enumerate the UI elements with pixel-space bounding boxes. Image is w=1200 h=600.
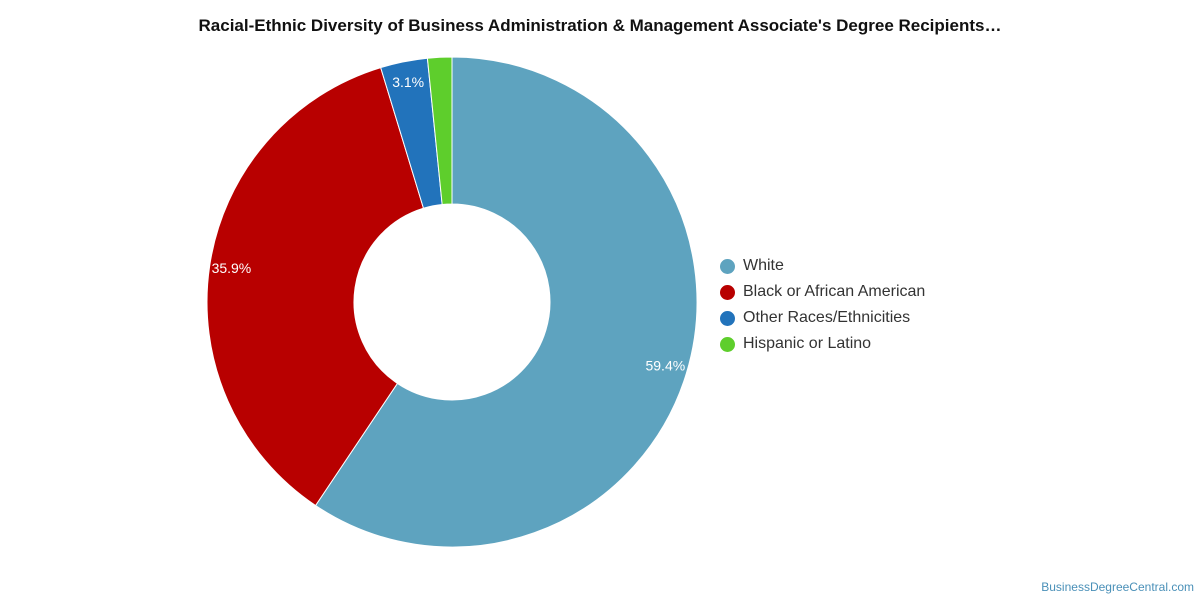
legend-label-black: Black or African American [743, 283, 926, 300]
slice-label-white: 59.4% [645, 358, 685, 374]
legend-swatch-white [720, 258, 735, 274]
legend-swatch-other [720, 310, 735, 326]
legend-label-other: Other Races/Ethnicities [743, 309, 911, 326]
legend-item-hispanic[interactable]: Hispanic or Latino [720, 331, 925, 357]
legend: White Black or African American Other Ra… [720, 253, 925, 357]
chart-title: Racial-Ethnic Diversity of Business Admi… [198, 16, 1002, 35]
slice-label-black: 35.9% [212, 260, 252, 276]
legend-swatch-hispanic [720, 336, 735, 352]
legend-item-black[interactable]: Black or African American [720, 279, 925, 305]
legend-swatch-black [720, 284, 735, 300]
slice-black[interactable] [206, 66, 425, 507]
legend-label-hispanic: Hispanic or Latino [743, 335, 872, 352]
slice-hispanic[interactable] [426, 56, 453, 206]
legend-item-other[interactable]: Other Races/Ethnicities [720, 305, 925, 331]
source-credit[interactable]: BusinessDegreeCentral.com [1041, 580, 1194, 594]
legend-label-white: White [743, 257, 784, 274]
slice-label-other: 3.1% [392, 74, 424, 90]
slice-white[interactable] [314, 56, 698, 548]
legend-item-white[interactable]: White [720, 253, 925, 279]
